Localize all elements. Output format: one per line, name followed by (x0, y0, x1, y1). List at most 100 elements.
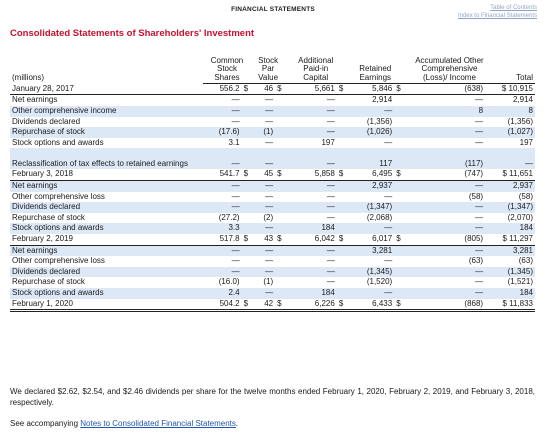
dividend-footnote: We declared $2.62, $2.54, and $2.46 divi… (10, 387, 535, 407)
column-header-total: Total (516, 72, 533, 82)
cell-shares-dollar (242, 192, 252, 203)
table-row: Stock options and awards 3.1 — 197 — — 197 (10, 138, 535, 149)
cell-retained-dollar (394, 117, 404, 128)
cell-par-dollar (275, 192, 285, 203)
cell-shares-dollar: $ (241, 83, 252, 96)
cell-apic: — (284, 106, 337, 117)
cell-par-dollar: $ (275, 83, 285, 96)
cell-shares-dollar (242, 277, 252, 288)
cell-par-dollar (275, 256, 285, 267)
cell-apic-dollar (336, 106, 347, 117)
cell-total: (1,345) (485, 266, 535, 278)
cell-total: (1,521) (507, 277, 533, 287)
index-financial-statements-link[interactable]: Index to Financial Statements (457, 13, 537, 19)
cell-apic: — (284, 245, 337, 257)
cell-retained: — (346, 287, 395, 299)
cell-total: $ 11,651 (485, 169, 535, 182)
cell-shares-dollar: $ (241, 298, 252, 313)
notes-link[interactable]: Notes to Consolidated Financial Statemen… (80, 419, 236, 428)
cell-total: 2,937 (485, 180, 535, 192)
cell-apic: — (284, 266, 337, 278)
table-header-row: (millions) Common Stock Shares Stock Par Val… (10, 57, 535, 84)
cell-apic-dollar (337, 256, 347, 267)
cell-par: — (251, 202, 276, 213)
row-label: January 28, 2017 (10, 83, 203, 96)
cell-shares: — (202, 148, 242, 170)
cell-shares-dollar: $ (241, 169, 252, 182)
row-label: Other comprehensive loss (12, 191, 105, 201)
cell-shares-dollar: $ (241, 234, 252, 246)
cell-par-dollar: $ (275, 298, 285, 313)
cell-par: — (265, 137, 274, 147)
cell-retained-dollar (394, 245, 404, 257)
column-header-apic: Additional Paid-in Capital (284, 57, 347, 84)
cell-apic: — (326, 277, 335, 287)
table-row: Dividends declared — — — (1,347) — (1,347) (10, 202, 535, 213)
cell-total: 184 (485, 223, 535, 235)
cell-par-dollar (275, 95, 285, 106)
cell-aoci: — (403, 180, 486, 192)
cell-apic: — (326, 191, 335, 201)
table-row: Repurchase of stock (27.2) (2) — (2,068) — (2,… (10, 213, 535, 224)
cell-par: (1) (251, 127, 276, 138)
table-row: Repurchase of stock (17.6) (1) — (1,026) — (1,… (10, 127, 535, 138)
cell-apic: — (284, 202, 337, 213)
row-label: Stock options and awards (12, 137, 104, 147)
cell-apic-dollar (336, 202, 347, 213)
row-label: February 1, 2020 (10, 298, 203, 313)
see-notes-line: See accompanying Notes to Consolidated F… (10, 419, 239, 428)
cell-par: 42 (251, 298, 276, 313)
cell-retained: — (384, 137, 393, 147)
cell-retained: (1,356) (366, 116, 393, 126)
cell-retained: 5,846 (346, 83, 395, 96)
row-label: Net earnings (12, 95, 58, 105)
table-row: Dividends declared — — — (1,345) — (1,345) (10, 266, 535, 278)
row-label: Reclassification of tax effects to retai… (10, 148, 203, 170)
cell-shares-dollar (242, 138, 252, 149)
cell-aoci: — (475, 137, 484, 147)
cell-apic-dollar (336, 223, 347, 235)
cell-shares: — (202, 245, 242, 257)
cell-par: — (251, 223, 276, 235)
cell-apic: — (326, 95, 335, 105)
cell-aoci: — (403, 287, 486, 299)
cell-retained-dollar (394, 256, 404, 267)
table-row: Repurchase of stock (16.0) (1) — (1,520) — (1,… (10, 277, 535, 288)
cell-retained: 6,495 (346, 169, 395, 182)
cell-shares-dollar (241, 106, 252, 117)
cell-shares: — (202, 202, 242, 213)
row-label: Stock options and awards (10, 287, 203, 299)
table-row: Other comprehensive loss — — — — (58) (58) (10, 192, 535, 203)
cell-shares: 556.2 (202, 83, 242, 96)
table-of-contents-link[interactable]: Table of Contents (490, 5, 537, 11)
cell-apic-dollar (337, 192, 347, 203)
row-label: Net earnings (10, 180, 203, 192)
cell-shares: — (231, 256, 240, 266)
page-title: Consolidated Statements of Shareholders'… (10, 28, 255, 39)
table-row: January 28, 2017 556.2 $46 $5,661 $5,846 $ (63… (10, 83, 535, 96)
cell-shares-dollar (241, 223, 252, 235)
cell-retained-dollar: $ (394, 83, 404, 96)
column-header-par: Stock Par Value (251, 57, 285, 84)
row-label: Net earnings (10, 245, 203, 257)
cell-par: (2) (263, 212, 274, 222)
cell-shares: 504.2 (202, 298, 242, 313)
cell-total: (58) (518, 191, 533, 201)
column-header-millions: (millions) (12, 73, 44, 83)
cell-shares-dollar (241, 245, 252, 257)
cell-apic: — (284, 127, 337, 138)
cell-par-dollar (275, 127, 285, 138)
cell-apic: 184 (284, 287, 337, 299)
cell-apic-dollar (336, 266, 347, 278)
cell-retained-dollar (394, 95, 404, 106)
cell-aoci: — (475, 277, 484, 287)
row-label: Stock options and awards (10, 223, 203, 235)
cell-shares-dollar (241, 148, 252, 170)
cell-retained: — (346, 223, 395, 235)
cell-aoci: — (475, 95, 484, 105)
cell-retained: 2,937 (346, 180, 395, 192)
cell-aoci: — (475, 212, 484, 222)
cell-retained: 3,281 (346, 245, 395, 257)
cell-retained: — (384, 191, 393, 201)
cell-retained-dollar: $ (394, 298, 404, 313)
